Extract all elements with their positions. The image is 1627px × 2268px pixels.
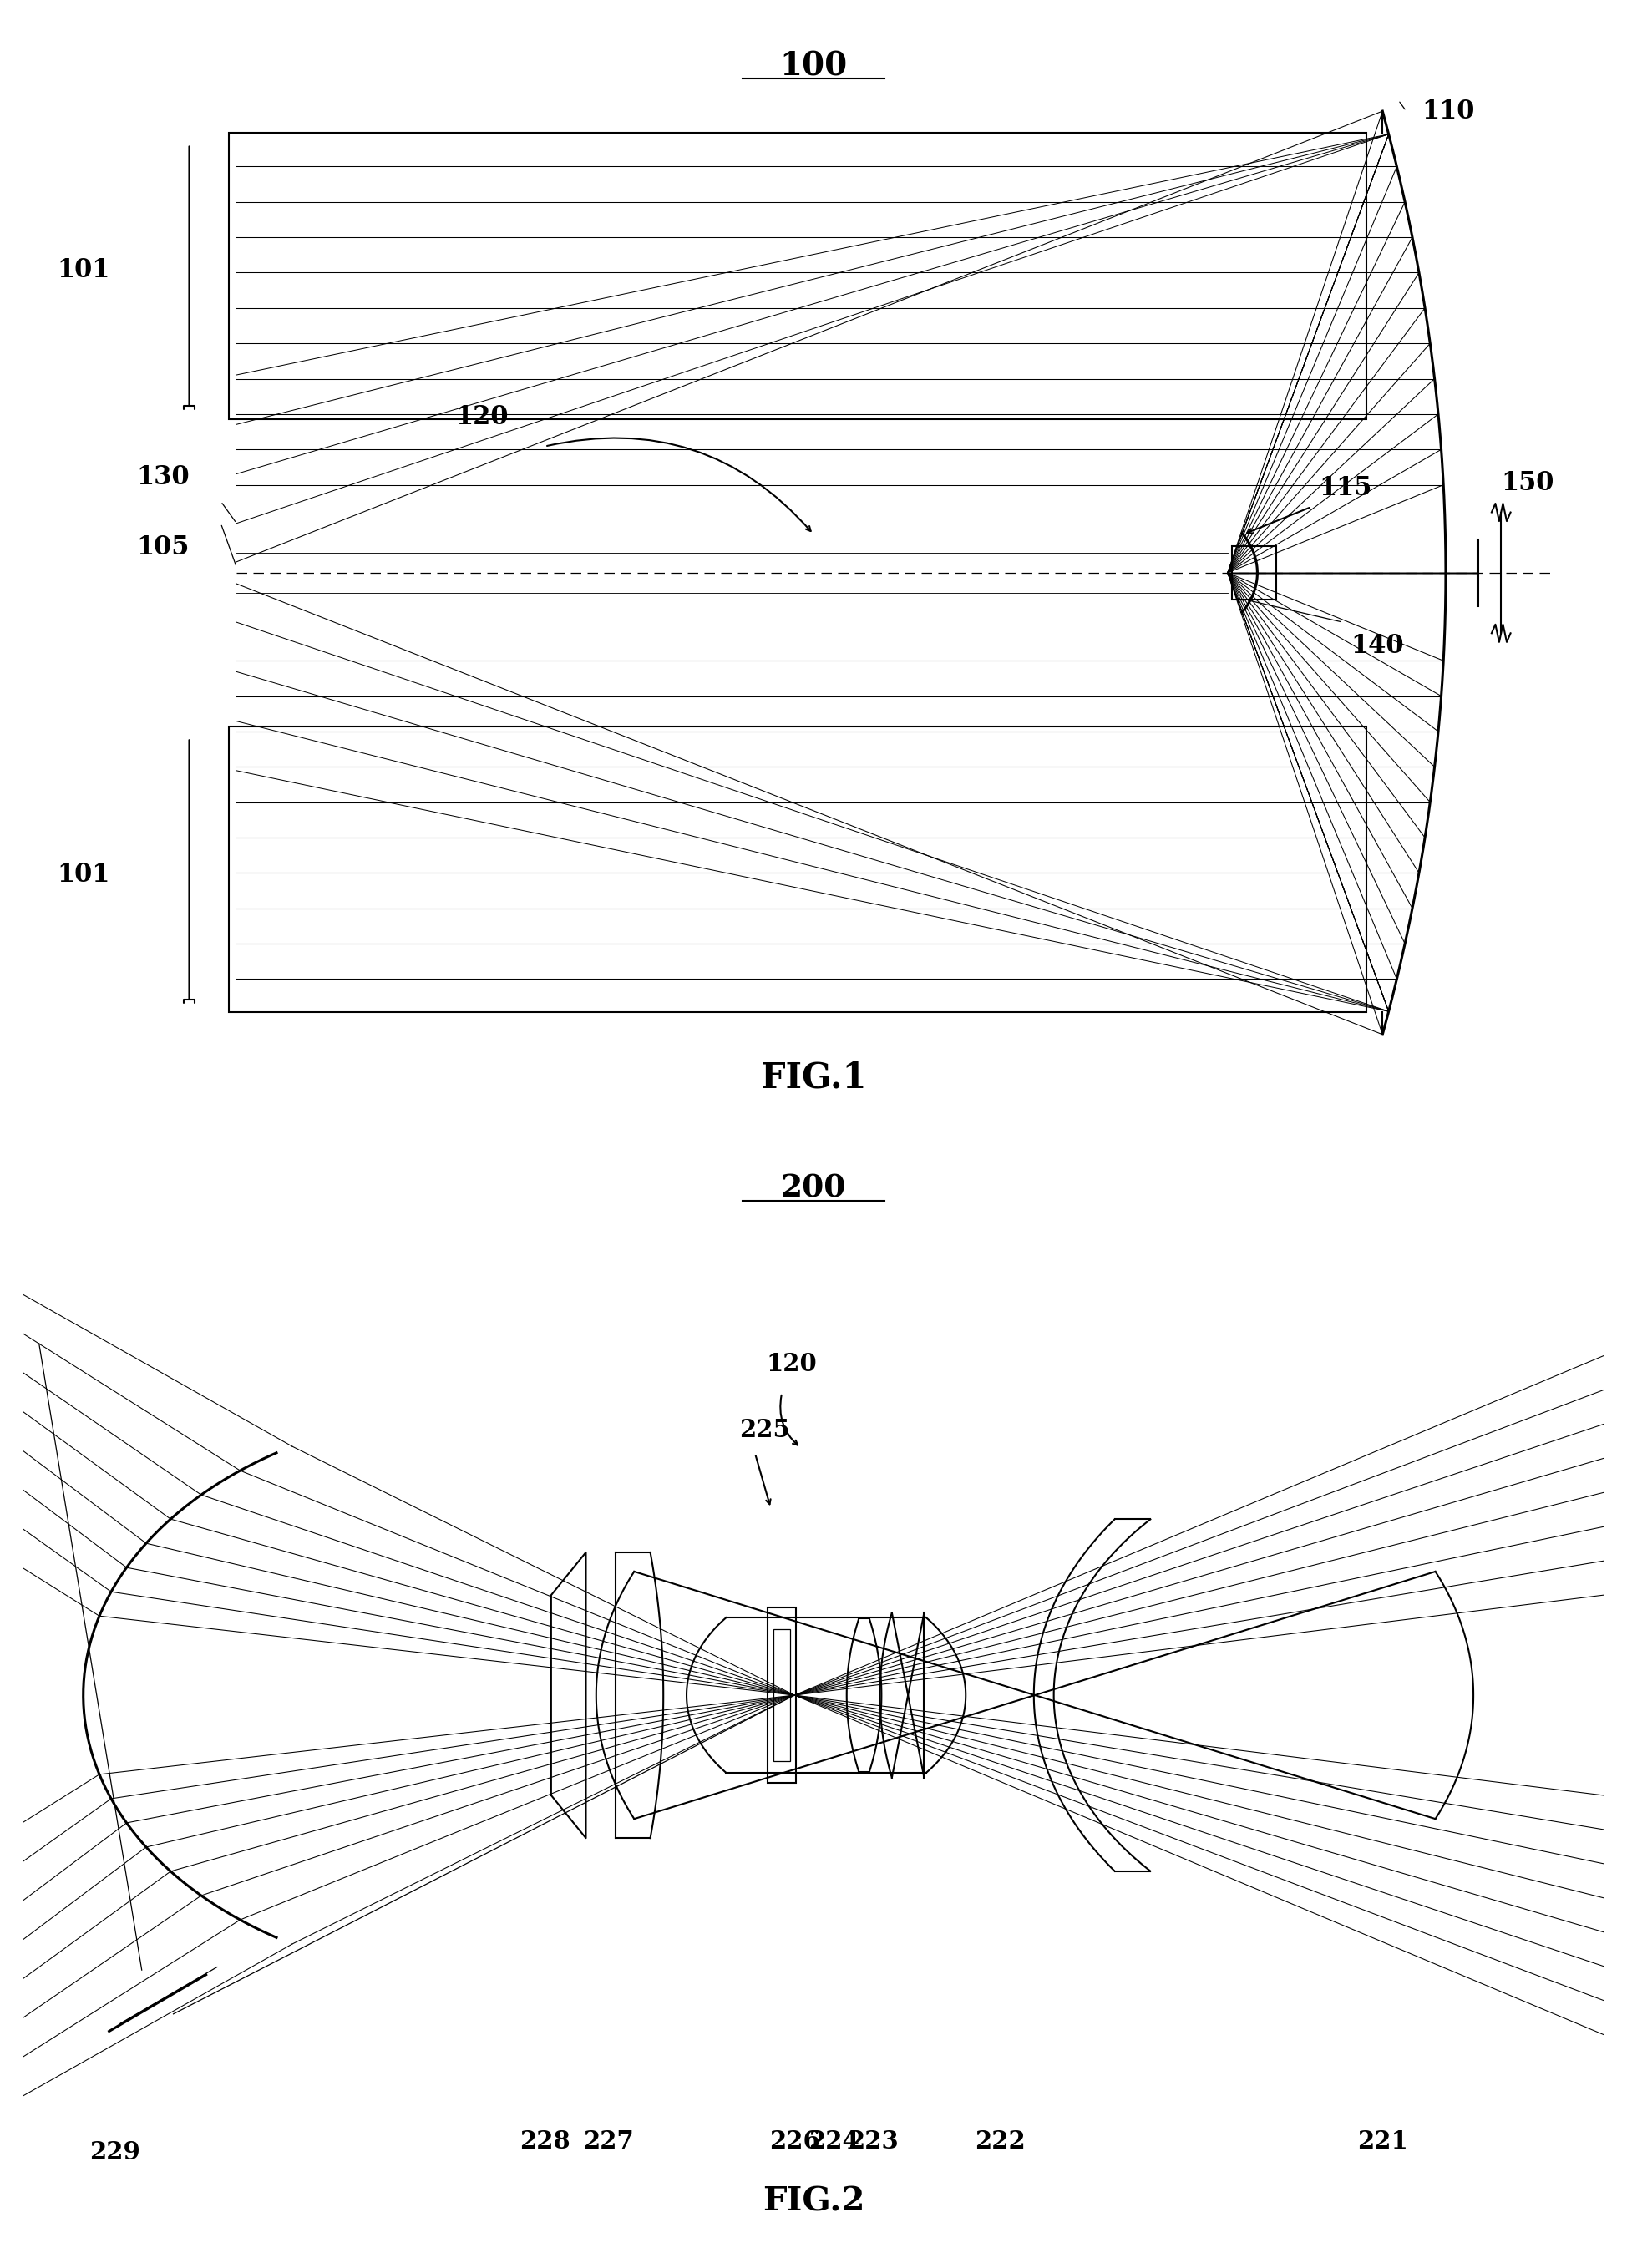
Text: 110: 110 xyxy=(1422,98,1476,125)
Text: 224: 224 xyxy=(809,2130,859,2155)
Text: 229: 229 xyxy=(89,2141,140,2164)
Text: 222: 222 xyxy=(975,2130,1025,2155)
Text: 200: 200 xyxy=(781,1173,846,1204)
Text: 226: 226 xyxy=(770,2130,820,2155)
Bar xyxy=(229,726,1367,1012)
Text: 225: 225 xyxy=(739,1418,791,1442)
Text: 228: 228 xyxy=(519,2130,569,2155)
Text: FIG.1: FIG.1 xyxy=(761,1059,866,1095)
Text: 150: 150 xyxy=(1502,469,1554,497)
Bar xyxy=(768,1608,796,1783)
Text: 223: 223 xyxy=(848,2130,900,2155)
Text: 140: 140 xyxy=(1350,633,1404,660)
Text: 101: 101 xyxy=(57,862,111,889)
Text: 115: 115 xyxy=(1319,476,1372,501)
Bar xyxy=(1232,547,1277,599)
Text: 105: 105 xyxy=(137,535,189,560)
Text: 101: 101 xyxy=(57,259,111,284)
Text: 100: 100 xyxy=(779,50,848,82)
Text: 221: 221 xyxy=(1357,2130,1407,2155)
Text: 227: 227 xyxy=(582,2130,633,2155)
Text: 120: 120 xyxy=(766,1352,817,1377)
Bar xyxy=(773,1628,791,1762)
Text: 120: 120 xyxy=(456,404,508,431)
Bar xyxy=(229,134,1367,420)
Text: 130: 130 xyxy=(137,465,189,490)
Text: FIG.2: FIG.2 xyxy=(763,2186,864,2218)
